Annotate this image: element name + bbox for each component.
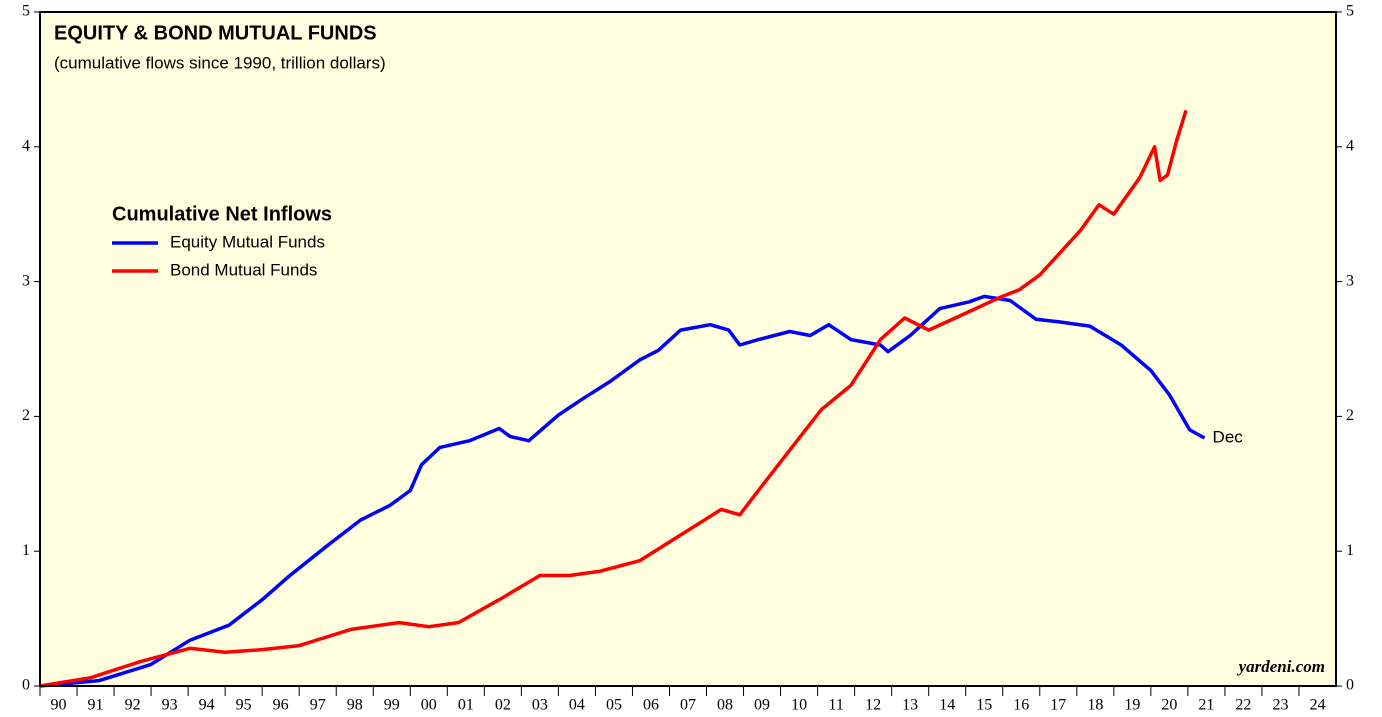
- annotation: Dec: [1213, 427, 1244, 446]
- x-tick-label: 19: [1124, 697, 1140, 714]
- x-tick-label: 16: [1013, 697, 1029, 714]
- x-tick-label: 14: [939, 697, 955, 714]
- legend-label: Bond Mutual Funds: [170, 260, 317, 279]
- x-tick-label: 17: [1050, 697, 1066, 714]
- x-tick-label: 99: [384, 697, 400, 714]
- y2-tick-label: 4: [1346, 137, 1354, 154]
- x-tick-label: 04: [569, 697, 585, 714]
- x-tick-label: 10: [791, 697, 807, 714]
- x-tick-label: 94: [199, 697, 215, 714]
- series-line: [39, 294, 1206, 688]
- plot-area: [40, 12, 1336, 686]
- x-tick-label: 23: [1272, 697, 1288, 714]
- chart-title: EQUITY & BOND MUTUAL FUNDS: [54, 22, 377, 44]
- plot-frame: [39, 11, 1337, 687]
- x-tick-label: 92: [125, 697, 141, 714]
- x-tick-label: 96: [273, 697, 289, 714]
- x-tick-label: 05: [606, 697, 622, 714]
- legend-label: Equity Mutual Funds: [170, 232, 325, 251]
- source: yardeni.com: [1237, 657, 1325, 676]
- x-tick-label: 93: [162, 697, 178, 714]
- x-tick-label: 20: [1161, 697, 1177, 714]
- x-tick-label: 09: [754, 697, 770, 714]
- x-tick-label: 12: [865, 697, 881, 714]
- x-tick-label: 97: [310, 697, 326, 714]
- y2-tick-label: 2: [1346, 407, 1354, 424]
- legend-title: Cumulative Net Inflows: [112, 203, 332, 225]
- x-tick-label: 91: [88, 697, 104, 714]
- x-tick-label: 21: [1198, 697, 1214, 714]
- y-tick-label: 3: [22, 272, 30, 289]
- x-tick-label: 18: [1087, 697, 1103, 714]
- x-tick-label: 95: [236, 697, 252, 714]
- marks: 0 01 12 23 34 45 590 91 92 93 94 95 96 97 98 99 00 01 02 03…: [22, 3, 1354, 714]
- y-tick-label: 5: [22, 3, 30, 20]
- x-tick-label: 01: [458, 697, 474, 714]
- x-tick-label: 24: [1309, 697, 1325, 714]
- x-tick-label: 98: [347, 697, 363, 714]
- y-tick-label: 1: [22, 542, 30, 559]
- x-tick-label: 03: [532, 697, 548, 714]
- y2-tick-label: 0: [1346, 677, 1354, 694]
- chart-subtitle: (cumulative flows since 1990, trillion d…: [54, 53, 386, 72]
- y2-tick-label: 5: [1346, 3, 1354, 20]
- x-tick-label: 02: [495, 697, 511, 714]
- series-line: [39, 109, 1188, 688]
- x-tick-label: 06: [643, 697, 659, 714]
- y2-tick-label: 1: [1346, 542, 1354, 559]
- y-tick-label: 0: [22, 677, 30, 694]
- y2-tick-label: 3: [1346, 272, 1354, 289]
- x-tick-label: 90: [51, 697, 67, 714]
- x-tick-label: 11: [828, 697, 843, 714]
- x-tick-label: 15: [976, 697, 992, 714]
- x-tick-label: 08: [717, 697, 733, 714]
- x-tick-label: 00: [421, 697, 437, 714]
- x-tick-label: 07: [680, 697, 696, 714]
- y-tick-label: 2: [22, 407, 30, 424]
- x-tick-label: 22: [1235, 697, 1251, 714]
- x-tick-label: 13: [902, 697, 918, 714]
- y-tick-label: 4: [22, 137, 30, 154]
